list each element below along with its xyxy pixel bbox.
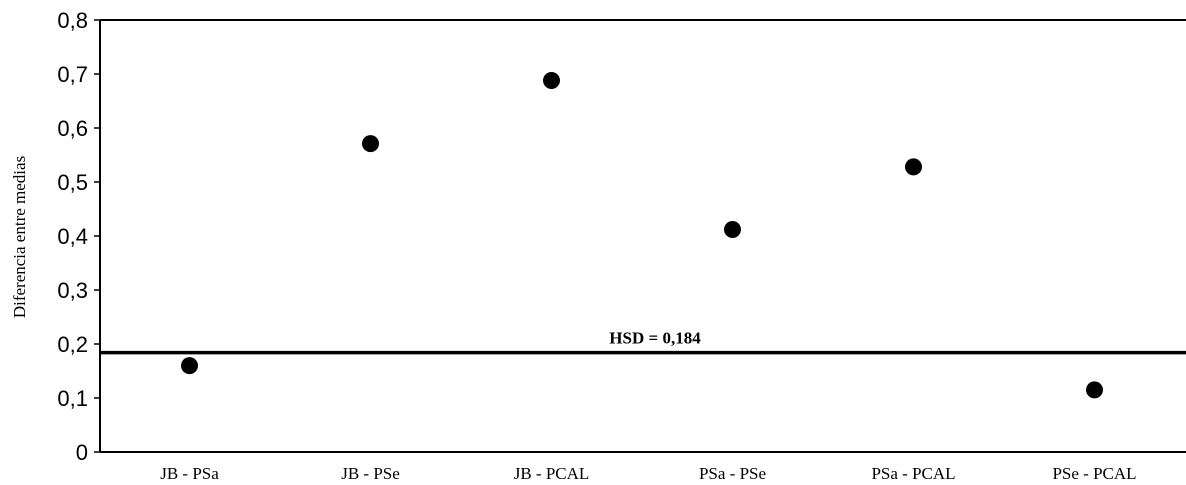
- y-tick-label: 0,2: [57, 332, 88, 357]
- y-axis-ticks: 0 0,1 0,2 0,3 0,4 0,5 0,6 0,7 0,8: [57, 8, 100, 465]
- x-tick-label: JB - PSe: [341, 464, 400, 483]
- data-point: [724, 221, 741, 239]
- data-points: [181, 71, 1103, 399]
- data-point: [543, 71, 560, 89]
- y-tick-label: 0,3: [57, 278, 88, 303]
- x-axis-ticks: JB - PSa JB - PSe JB - PCAL PSa - PSe PSa - …: [160, 464, 1136, 483]
- y-axis-title: Diferencia entre medias: [10, 156, 29, 318]
- y-tick-label: 0,5: [57, 170, 88, 195]
- x-tick-label: PSa - PSe: [699, 464, 766, 483]
- y-tick-label: 0,1: [57, 386, 88, 411]
- plot-frame: [99, 19, 1186, 453]
- y-tick-label: 0: [76, 440, 88, 465]
- data-point: [362, 135, 379, 153]
- hsd-label: HSD = 0,184: [609, 329, 701, 348]
- y-tick-label: 0,4: [57, 224, 88, 249]
- data-point: [905, 158, 922, 176]
- data-point: [1086, 381, 1103, 399]
- x-tick-label: PSe - PCAL: [1052, 464, 1136, 483]
- data-point: [181, 357, 198, 375]
- y-tick-label: 0,7: [57, 62, 88, 87]
- x-tick-label: JB - PCAL: [514, 464, 590, 483]
- x-tick-label: PSa - PCAL: [871, 464, 955, 483]
- x-tick-label: JB - PSa: [160, 464, 219, 483]
- y-tick-label: 0,6: [57, 116, 88, 141]
- y-tick-label: 0,8: [57, 8, 88, 33]
- hsd-reference: HSD = 0,184: [100, 329, 1186, 355]
